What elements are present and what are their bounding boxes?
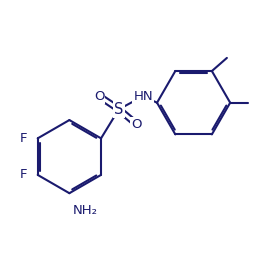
Text: O: O (94, 90, 104, 103)
Text: F: F (20, 132, 27, 145)
Text: HN: HN (133, 90, 153, 103)
Text: F: F (20, 168, 27, 181)
Text: O: O (131, 118, 142, 131)
Text: NH₂: NH₂ (73, 204, 98, 216)
Text: S: S (114, 102, 124, 117)
